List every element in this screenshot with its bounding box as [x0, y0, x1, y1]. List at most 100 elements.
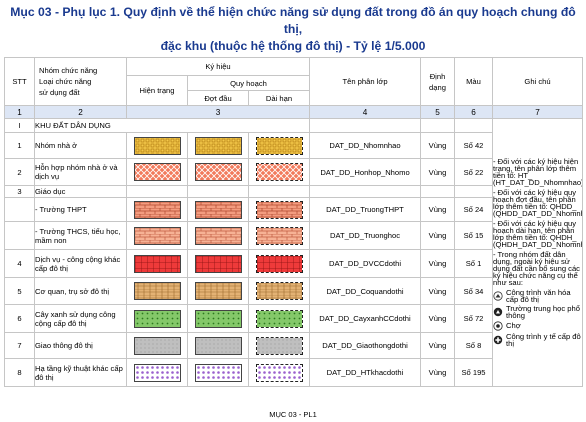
row-layer: DAT_DD_Giaothongdothi — [309, 332, 421, 359]
row-format: Vùng — [420, 132, 455, 159]
row-name: - Trường THCS, tiểu học, mầm non — [34, 221, 127, 250]
row-layer: DAT_DD_Nhomnhao — [309, 132, 421, 159]
row-color: Số 195 — [454, 358, 493, 387]
col-number: 3 — [126, 105, 310, 119]
col-number: 6 — [454, 105, 493, 119]
page-title: Mục 03 - Phụ lục 1. Quy định về thể hiện… — [0, 4, 586, 55]
table-row: 8 Hạ tầng kỹ thuật khác cấp đô thị DAT_D… — [4, 358, 583, 387]
row-format: Vùng — [420, 249, 455, 278]
swatch-housing-first — [194, 136, 242, 155]
symbol-culture-label: Công trình văn hóa cấp đô thị — [506, 287, 571, 304]
swatch-service-first — [194, 254, 242, 273]
row-color: Số 34 — [454, 277, 493, 305]
row-name: Cây xanh sử dụng công cộng cấp đô thị — [34, 304, 127, 333]
swatch-green-long — [255, 309, 303, 328]
note-2: - Đối với các ký hiệu quy hoạch đợt đầu,… — [493, 187, 582, 218]
row-stt: 4 — [4, 249, 35, 278]
row-format: Vùng — [420, 221, 455, 250]
row-color: Số 15 — [454, 221, 493, 250]
empty-cell — [420, 118, 455, 133]
row-layer: DAT_DD_HTkhacdothi — [309, 358, 421, 387]
table-row: 2 Hỗn hợp nhóm nhà ở và dịch vụ DAT_DD_H… — [4, 158, 583, 186]
row-layer: DAT_DD_TruongTHPT — [309, 197, 421, 222]
swatch-mixed-first — [194, 163, 242, 181]
swatch-office-current — [133, 282, 181, 300]
header-kyhieu: Ký hiệu — [126, 57, 310, 76]
row-name: Giáo dục — [34, 185, 127, 198]
swatch-housing-current — [133, 136, 181, 155]
row-layer: DAT_DD_Truonghoc — [309, 221, 421, 250]
header-dinhdang-line-1: Định — [429, 71, 446, 81]
section-stt: I — [4, 118, 35, 133]
symbol-market-label: Chợ — [506, 321, 521, 330]
empty-cell — [454, 185, 493, 198]
row-stt: 5 — [4, 277, 35, 305]
row-name: Hạ tầng kỹ thuật khác cấp đô thị — [34, 358, 127, 387]
swatch-highschool-first — [194, 200, 242, 219]
page-footer: MỤC 03 - PL1 — [269, 410, 317, 419]
swatch-mixed-current — [133, 163, 181, 181]
swatch-housing-long — [255, 136, 303, 155]
table-row: 1 Nhóm nhà ở DAT_DD_Nhomnhao Vùng Số 42 — [4, 132, 583, 159]
symbol-highschool-label: Trường trung học phổ thông — [506, 303, 580, 320]
header-hientrang: Hiện trạng — [126, 75, 188, 106]
row-color: Số 8 — [454, 332, 493, 359]
section-name: KHU ĐẤT DÂN DỤNG — [34, 118, 310, 133]
swatch-service-long — [255, 254, 303, 273]
header-group-line-1: Nhóm chức năng — [39, 66, 98, 75]
row-format: Vùng — [420, 158, 455, 186]
swatch-traffic-first — [194, 336, 242, 355]
column-number-row: 1 2 3 4 5 6 7 — [4, 105, 583, 119]
note-4: - Trong nhóm đất dân dụng, ngoài ký hiệu… — [493, 249, 580, 287]
swatch-mixed-long — [255, 163, 303, 181]
table-row: 4 Dịch vụ - công cộng khác cấp đô thị DA… — [4, 249, 583, 278]
swatch-office-long — [255, 282, 303, 300]
row-stt — [4, 221, 35, 250]
symbol-medical-label: Công trình y tế cấp đô thị — [506, 331, 581, 348]
empty-cell — [248, 185, 310, 198]
row-name: Dịch vụ - công cộng khác cấp đô thị — [34, 249, 127, 278]
culture-icon — [493, 290, 503, 301]
header-dinhdang: Định dạng — [420, 57, 455, 106]
row-name: Cơ quan, trụ sở đô thị — [34, 277, 127, 305]
col-number: 5 — [420, 105, 455, 119]
row-format: Vùng — [420, 358, 455, 387]
note-1: - Đối với các ký hiệu hiện trạng, tên ph… — [493, 156, 583, 187]
header-tenlop: Tên phân lớp — [309, 57, 421, 106]
empty-cell — [309, 185, 421, 198]
table-row: - Trường THPT DAT_DD_TruongTHPT Vùng Số … — [4, 197, 583, 222]
swatch-school-long — [255, 226, 303, 245]
symbol-market: Chợ — [493, 320, 582, 331]
legend-table: STT Nhóm chức năng Loại chức năng sử dụn… — [4, 57, 583, 387]
swatch-traffic-current — [133, 336, 181, 355]
swatch-school-first — [194, 226, 242, 245]
table-row: - Trường THCS, tiểu học, mầm non DAT_DD_… — [4, 221, 583, 250]
row-layer: DAT_DD_Honhop_Nhomo — [309, 158, 421, 186]
row-color: Số 1 — [454, 249, 493, 278]
row-layer: DAT_DD_CayxanhCCdothi — [309, 304, 421, 333]
col-number: 7 — [492, 105, 583, 119]
swatch-traffic-long — [255, 336, 303, 355]
swatch-green-current — [133, 309, 181, 328]
swatch-infra-current — [133, 363, 181, 382]
symbol-culture: Công trình văn hóa cấp đô thị — [493, 287, 582, 304]
row-name: Giao thông đô thị — [34, 332, 127, 359]
notes-cell: - Đối với các ký hiệu hiện trạng, tên ph… — [492, 118, 583, 387]
row-format: Vùng — [420, 332, 455, 359]
row-stt: 1 — [4, 132, 35, 159]
row-name: Hỗn hợp nhóm nhà ở và dịch vụ — [34, 158, 127, 186]
header-quyhoach: Quy hoạch — [187, 75, 310, 91]
section-row: I KHU ĐẤT DÂN DỤNG - Đối với các ký hiệu… — [4, 118, 583, 387]
row-color: Số 22 — [454, 158, 493, 186]
row-format: Vùng — [420, 197, 455, 222]
row-stt: 3 — [4, 185, 35, 198]
header-group: Nhóm chức năng Loại chức năng sử dụng đấ… — [34, 57, 127, 106]
header-daihan: Dài hạn — [248, 90, 310, 106]
table-row: 5 Cơ quan, trụ sở đô thị DAT_DD_Coquando… — [4, 277, 583, 305]
table-row: 7 Giao thông đô thị DAT_DD_Giaothongdoth… — [4, 332, 583, 359]
row-name: - Trường THPT — [34, 197, 127, 222]
swatch-infra-long — [255, 363, 303, 382]
medical-cross-icon — [493, 335, 503, 344]
swatch-office-first — [194, 282, 242, 300]
row-stt: 8 — [4, 358, 35, 387]
